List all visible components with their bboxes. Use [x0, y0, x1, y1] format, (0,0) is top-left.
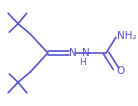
Text: NH₂: NH₂	[117, 31, 136, 41]
Text: N: N	[69, 48, 77, 58]
Text: O: O	[117, 66, 125, 76]
Text: N: N	[83, 48, 90, 58]
Text: H: H	[79, 58, 86, 67]
